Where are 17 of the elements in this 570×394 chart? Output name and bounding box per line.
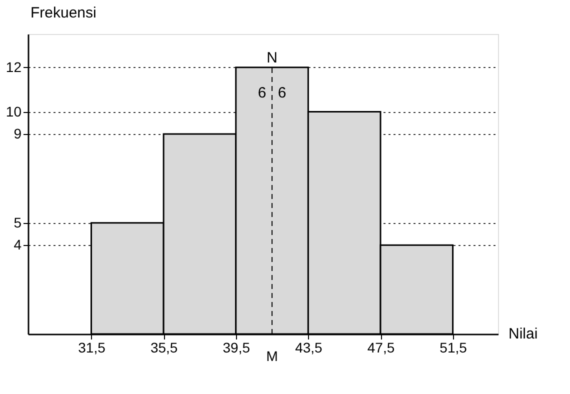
ref-line-label: M	[266, 348, 278, 364]
annotation: 6	[278, 84, 286, 102]
x-tick-label: 43,5	[295, 340, 323, 356]
x-tick-label: 39,5	[222, 340, 250, 356]
y-tick-label: 4	[14, 236, 22, 253]
x-tick-label: 31,5	[78, 340, 106, 356]
y-axis-title: Frekuensi	[30, 4, 96, 22]
y-tick-label: 10	[6, 103, 22, 120]
x-axis-title: Nilai	[508, 326, 538, 342]
y-tick-label: 9	[14, 126, 22, 142]
y-tick-label: 5	[14, 214, 22, 230]
annotation: N	[266, 49, 278, 66]
annotation: 6	[258, 84, 266, 102]
x-tick-label: 47,5	[367, 340, 395, 356]
x-tick-label: 51,5	[440, 340, 468, 356]
x-tick-label: 35,5	[150, 340, 178, 356]
y-tick-label: 12	[6, 58, 22, 75]
